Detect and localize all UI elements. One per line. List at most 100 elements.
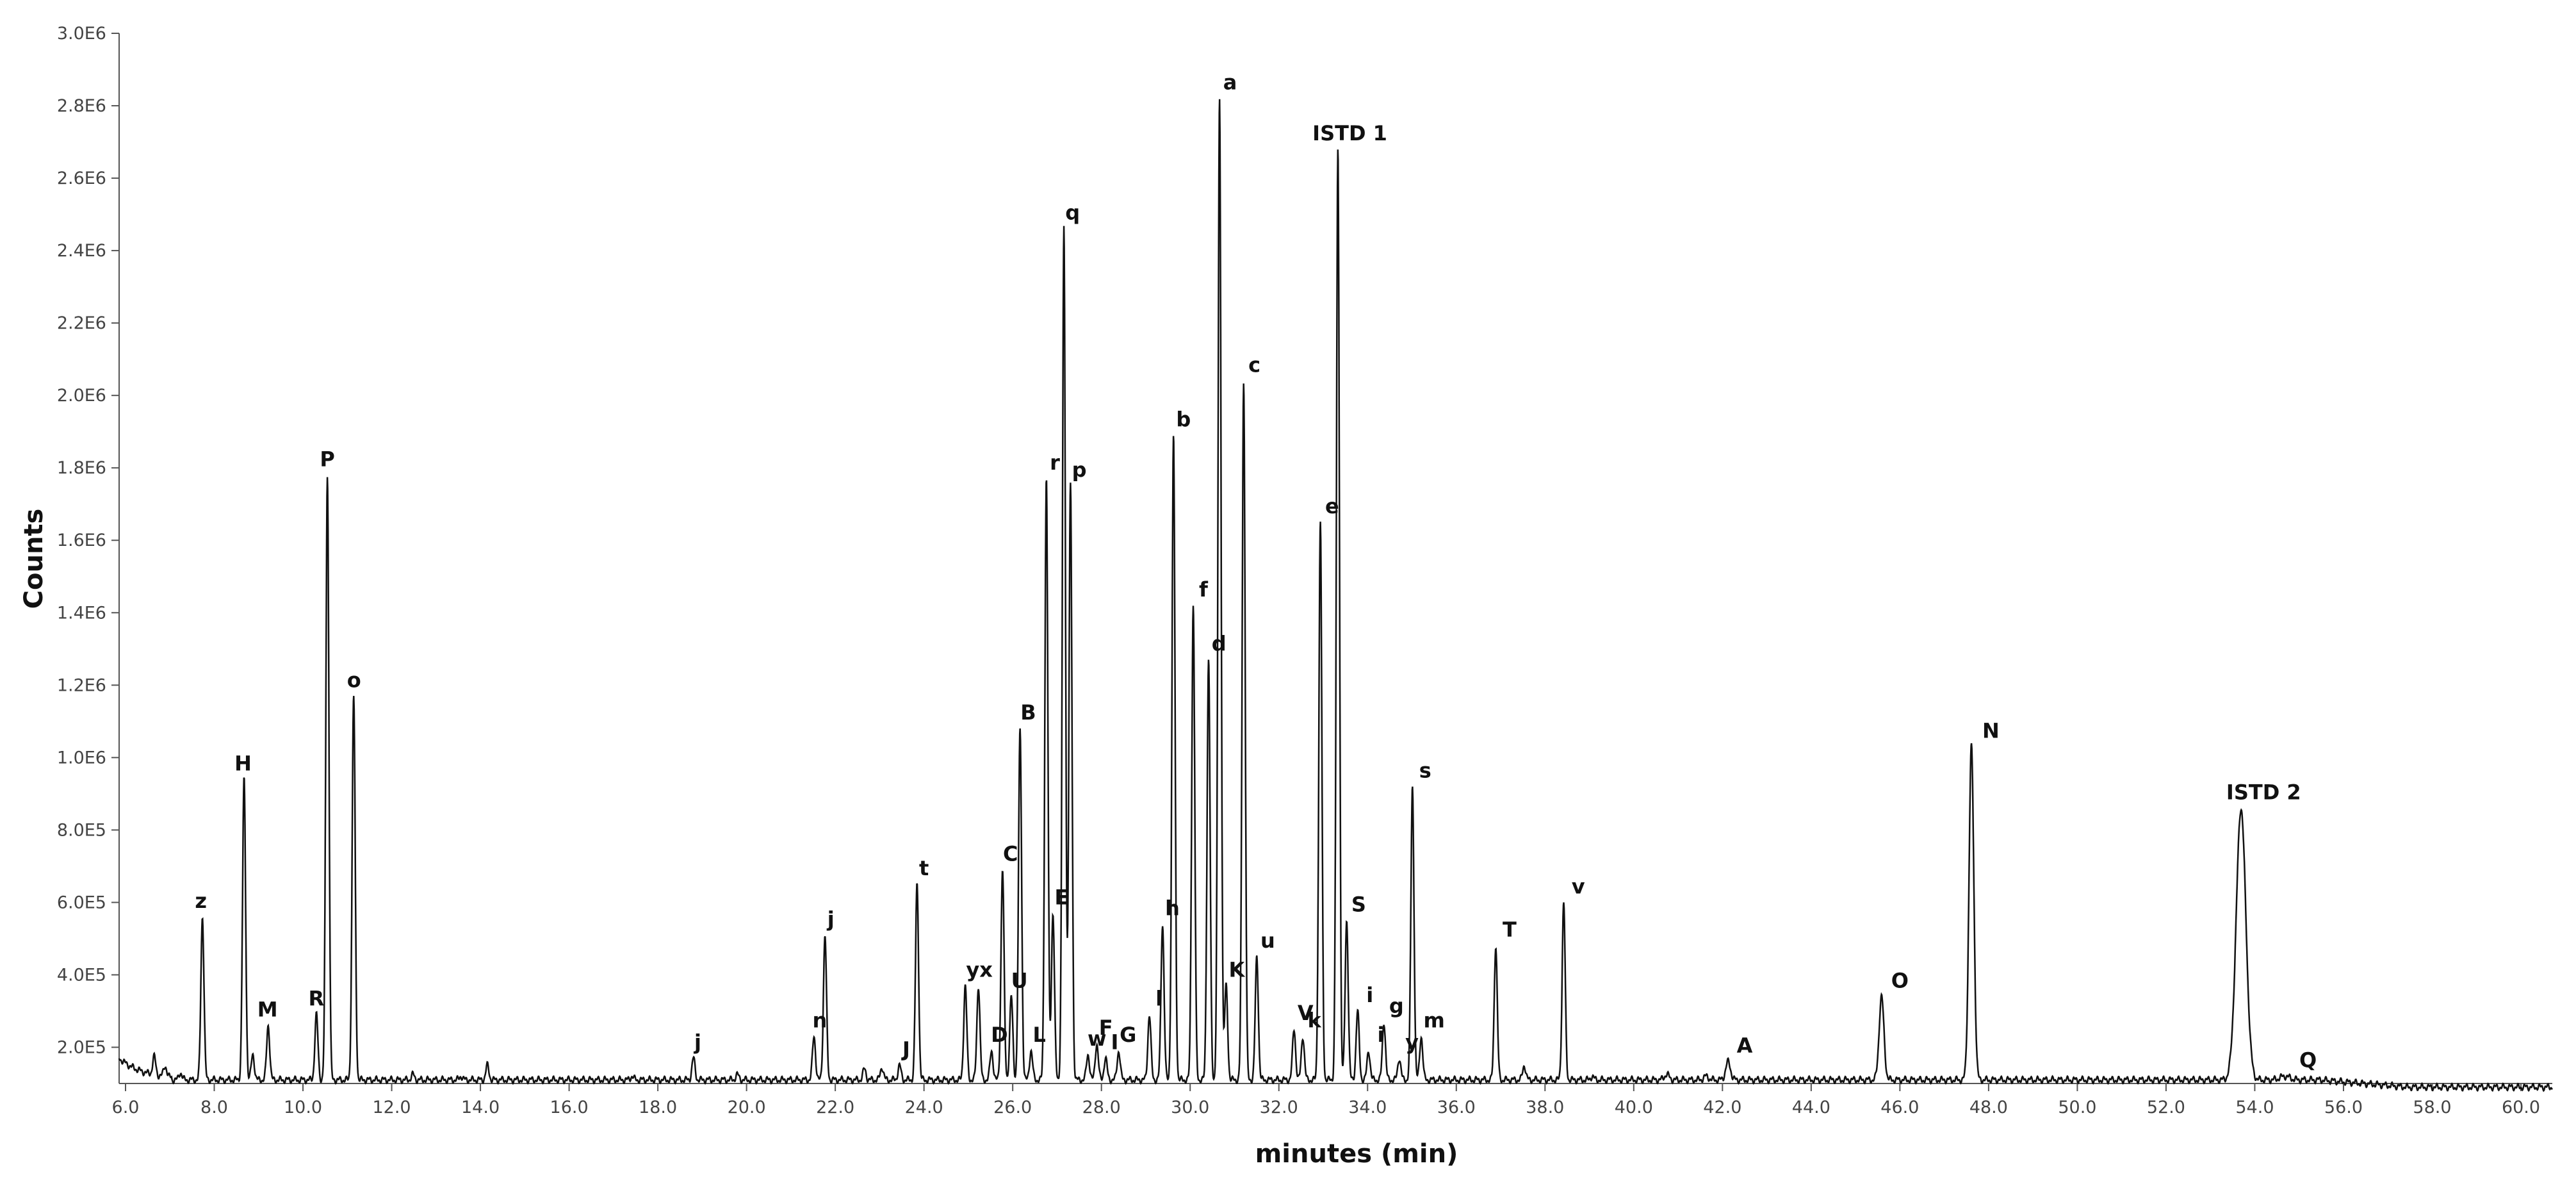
x-tick-label: 6.0 bbox=[112, 1098, 140, 1117]
x-tick-label: 56.0 bbox=[2324, 1098, 2363, 1117]
x-tick-label: 8.0 bbox=[200, 1098, 228, 1117]
peak-label: B bbox=[1020, 700, 1036, 725]
chromatogram-trace-group bbox=[118, 99, 2553, 1092]
x-axis-title: minutes (min) bbox=[1255, 1139, 1458, 1169]
peak-label: J bbox=[901, 1037, 910, 1062]
peak-label: V bbox=[1298, 1001, 1314, 1025]
x-tick-label: 52.0 bbox=[2147, 1098, 2185, 1117]
x-tick-label: 12.0 bbox=[372, 1098, 411, 1117]
chromatogram-trace bbox=[118, 99, 2553, 1092]
peak-label: j bbox=[826, 907, 835, 931]
peak-label: l bbox=[1155, 987, 1162, 1011]
peak-label: c bbox=[1248, 353, 1260, 377]
x-tick-label: 54.0 bbox=[2235, 1098, 2274, 1117]
y-tick-label: 3.0E6 bbox=[57, 24, 106, 44]
x-tick-label: 58.0 bbox=[2413, 1098, 2451, 1117]
peak-label: n bbox=[813, 1009, 827, 1033]
x-tick-label: 20.0 bbox=[728, 1098, 766, 1117]
peak-label: e bbox=[1325, 494, 1339, 518]
peak-label: y bbox=[966, 957, 979, 982]
y-tick-label: 2.0E5 bbox=[57, 1037, 106, 1057]
peak-label: t bbox=[919, 856, 929, 880]
y-tick-label: 8.0E5 bbox=[57, 820, 106, 840]
y-tick-label: 6.0E5 bbox=[57, 893, 106, 912]
peak-label: s bbox=[1419, 759, 1431, 783]
peak-label: i bbox=[1366, 983, 1373, 1007]
peak-label: O bbox=[1891, 968, 1909, 992]
y-tick-label: 1.4E6 bbox=[57, 603, 106, 623]
peak-label: L bbox=[1033, 1023, 1046, 1047]
peak-label: j bbox=[693, 1030, 701, 1054]
peak-label: ISTD 1 bbox=[1312, 121, 1387, 145]
x-axis: 6.0 8.0 10.0 12.0 14.0 16.0 18.0 20.0 22.0 24.0 26… bbox=[112, 1083, 2552, 1117]
peak-label: p bbox=[1072, 457, 1087, 482]
peak-label: d bbox=[1212, 632, 1227, 656]
y-tick-label: 2.4E6 bbox=[57, 241, 106, 261]
peak-label: F bbox=[1099, 1016, 1113, 1040]
peak-label: q bbox=[1065, 201, 1080, 225]
x-tick-label: 10.0 bbox=[284, 1098, 322, 1117]
x-tick-label: 48.0 bbox=[1969, 1098, 2008, 1117]
peak-label: G bbox=[1120, 1023, 1136, 1047]
peak-label: x bbox=[979, 957, 993, 982]
peak-label: o bbox=[347, 668, 361, 692]
peak-label: r bbox=[1050, 450, 1060, 475]
peak-label: y bbox=[1405, 1030, 1419, 1054]
peak-label: i bbox=[1378, 1023, 1385, 1047]
peak-label: k bbox=[1308, 1009, 1322, 1033]
peak-label: Q bbox=[2299, 1048, 2317, 1073]
y-tick-label: 2.0E6 bbox=[57, 386, 106, 406]
y-tick-label: 1.0E6 bbox=[57, 748, 106, 768]
peak-label: a bbox=[1223, 70, 1237, 95]
peak-label: K bbox=[1229, 957, 1246, 982]
x-tick-label: 50.0 bbox=[2058, 1098, 2096, 1117]
y-tick-label: 1.8E6 bbox=[57, 458, 106, 478]
peak-label: f bbox=[1199, 577, 1209, 602]
peak-label: h bbox=[1165, 896, 1180, 920]
y-tick-label: 2.8E6 bbox=[57, 96, 106, 116]
x-tick-label: 14.0 bbox=[461, 1098, 500, 1117]
peak-label: C bbox=[1003, 842, 1018, 866]
peak-label: S bbox=[1351, 893, 1366, 917]
peak-label: I bbox=[1111, 1030, 1119, 1054]
peak-label: P bbox=[320, 447, 334, 472]
x-tick-label: 26.0 bbox=[993, 1098, 1032, 1117]
x-tick-label: 36.0 bbox=[1437, 1098, 1476, 1117]
y-axis-title: Counts bbox=[19, 509, 49, 609]
peak-label: m bbox=[1423, 1009, 1444, 1033]
peak-label: g bbox=[1389, 994, 1404, 1018]
peak-label: D bbox=[991, 1023, 1008, 1047]
y-tick-label: 4.0E5 bbox=[57, 965, 106, 985]
x-tick-label: 34.0 bbox=[1348, 1098, 1387, 1117]
peak-label: E bbox=[1054, 885, 1068, 909]
y-tick-label: 2.2E6 bbox=[57, 313, 106, 333]
peak-label: U bbox=[1011, 968, 1028, 992]
y-axis: 2.0E5 4.0E5 6.0E5 8.0E5 1.0E6 1.2E6 1.4E6 1.6E6… bbox=[57, 24, 120, 1083]
x-tick-label: 60.0 bbox=[2502, 1098, 2540, 1117]
peak-label: T bbox=[1503, 918, 1517, 942]
y-tick-label: 2.6E6 bbox=[57, 169, 106, 188]
x-tick-label: 28.0 bbox=[1082, 1098, 1121, 1117]
x-tick-label: 38.0 bbox=[1526, 1098, 1564, 1117]
peak-label: R bbox=[308, 987, 324, 1011]
x-tick-label: 30.0 bbox=[1171, 1098, 1209, 1117]
x-tick-label: 18.0 bbox=[639, 1098, 677, 1117]
peak-label: N bbox=[1982, 718, 2000, 743]
y-tick-label: 1.6E6 bbox=[57, 531, 106, 550]
peak-label: ISTD 2 bbox=[2226, 780, 2301, 804]
x-tick-label: 44.0 bbox=[1792, 1098, 1830, 1117]
peak-label: z bbox=[195, 889, 207, 913]
peak-label: A bbox=[1737, 1034, 1753, 1058]
peak-label: w bbox=[1088, 1026, 1107, 1051]
peak-label: M bbox=[257, 998, 278, 1022]
x-tick-label: 46.0 bbox=[1880, 1098, 1919, 1117]
y-tick-label: 1.2E6 bbox=[57, 675, 106, 695]
peak-label: u bbox=[1260, 928, 1275, 953]
peak-label: b bbox=[1176, 407, 1191, 431]
x-tick-label: 24.0 bbox=[905, 1098, 943, 1117]
x-tick-label: 22.0 bbox=[816, 1098, 854, 1117]
peak-label: H bbox=[234, 751, 252, 775]
